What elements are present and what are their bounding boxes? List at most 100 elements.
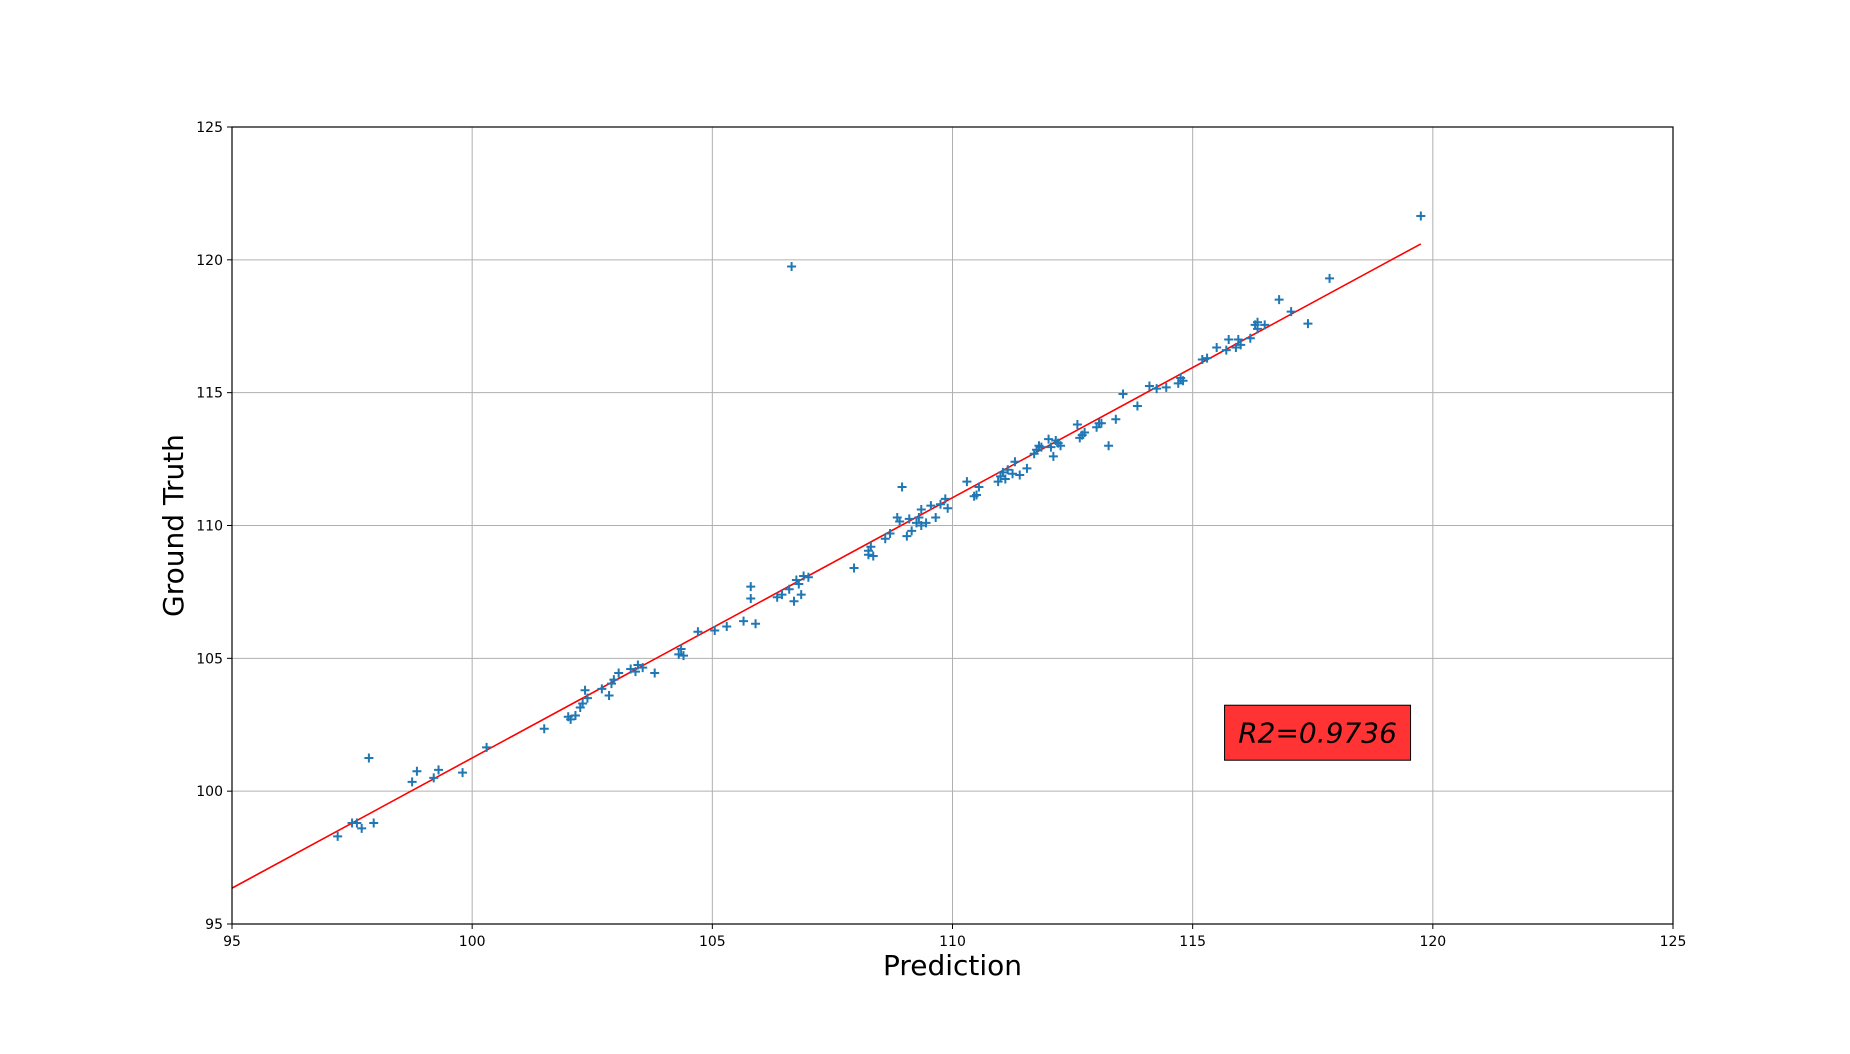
data-point bbox=[369, 818, 379, 828]
data-point bbox=[1118, 389, 1128, 399]
data-point bbox=[885, 528, 895, 538]
data-point bbox=[849, 563, 859, 573]
data-point bbox=[784, 584, 794, 594]
data-point bbox=[1303, 319, 1313, 329]
data-point bbox=[1015, 470, 1025, 480]
r2-annotation-text: R2=0.9736 bbox=[1238, 717, 1397, 750]
data-point bbox=[751, 619, 761, 629]
y-tick-label: 95 bbox=[205, 917, 223, 933]
y-tick-label: 125 bbox=[196, 120, 223, 136]
data-point bbox=[357, 823, 367, 833]
data-point bbox=[943, 503, 953, 513]
data-point bbox=[650, 668, 660, 678]
data-point bbox=[794, 579, 804, 589]
data-point bbox=[1046, 442, 1056, 452]
data-point bbox=[1022, 463, 1032, 473]
data-point bbox=[1260, 320, 1270, 330]
data-point bbox=[1072, 420, 1082, 430]
data-point bbox=[1111, 414, 1121, 424]
data-point bbox=[626, 664, 636, 674]
data-point bbox=[1325, 273, 1335, 283]
points-layer bbox=[333, 211, 1426, 841]
x-tick-label: 95 bbox=[223, 934, 241, 950]
data-point bbox=[921, 518, 931, 528]
data-point bbox=[962, 477, 972, 487]
data-point bbox=[789, 596, 799, 606]
data-point bbox=[1036, 442, 1046, 452]
data-point bbox=[746, 582, 756, 592]
data-point bbox=[1202, 353, 1212, 363]
data-point bbox=[916, 505, 926, 515]
data-point bbox=[604, 691, 614, 701]
x-axis-title: Prediction bbox=[883, 949, 1022, 982]
data-point bbox=[787, 261, 797, 271]
data-point bbox=[1197, 354, 1207, 364]
data-point bbox=[352, 818, 362, 828]
data-point bbox=[897, 482, 907, 492]
data-point bbox=[868, 551, 878, 561]
y-tick-label: 105 bbox=[196, 651, 223, 667]
data-point bbox=[1096, 418, 1106, 428]
data-point bbox=[1253, 317, 1263, 327]
data-point bbox=[578, 698, 588, 708]
data-point bbox=[1008, 469, 1018, 479]
data-point bbox=[777, 590, 787, 600]
grid-layer bbox=[231, 126, 1674, 925]
data-point bbox=[972, 490, 982, 500]
data-point bbox=[895, 517, 905, 527]
data-point bbox=[1212, 343, 1222, 353]
data-point bbox=[1286, 307, 1296, 317]
data-point bbox=[1233, 335, 1243, 345]
data-point bbox=[998, 467, 1008, 477]
fit-line-layer bbox=[231, 243, 1422, 889]
data-point bbox=[1080, 428, 1090, 438]
data-point bbox=[412, 766, 422, 776]
data-point bbox=[674, 649, 684, 659]
data-point bbox=[679, 651, 689, 661]
data-point bbox=[880, 534, 890, 544]
data-point bbox=[902, 531, 912, 541]
data-point bbox=[1245, 333, 1255, 343]
data-point bbox=[1161, 382, 1171, 392]
data-point bbox=[1044, 434, 1054, 444]
data-point bbox=[458, 768, 468, 778]
data-point bbox=[974, 482, 984, 492]
data-point bbox=[1048, 451, 1058, 461]
r2-annotation-box bbox=[1224, 704, 1412, 761]
data-point bbox=[993, 477, 1003, 487]
data-point bbox=[866, 542, 876, 552]
y-tick-label: 115 bbox=[196, 386, 223, 402]
data-point bbox=[1416, 211, 1426, 221]
data-point bbox=[1056, 441, 1066, 451]
data-point bbox=[407, 777, 417, 787]
data-point bbox=[614, 668, 624, 678]
data-point bbox=[710, 625, 720, 635]
data-point bbox=[803, 572, 813, 582]
data-point bbox=[1152, 384, 1162, 394]
data-point bbox=[597, 684, 607, 694]
data-point bbox=[772, 592, 782, 602]
data-point bbox=[1221, 345, 1231, 355]
data-point bbox=[676, 644, 686, 654]
data-point bbox=[333, 831, 343, 841]
data-point bbox=[609, 675, 619, 685]
data-point bbox=[364, 753, 374, 763]
data-point bbox=[580, 685, 590, 695]
data-point bbox=[1144, 381, 1154, 391]
data-point bbox=[539, 724, 549, 734]
y-tick-label: 120 bbox=[196, 253, 223, 269]
data-point bbox=[429, 773, 439, 783]
data-point bbox=[693, 627, 703, 637]
data-point bbox=[1173, 378, 1183, 388]
data-point bbox=[1224, 335, 1234, 345]
data-point bbox=[582, 693, 592, 703]
data-point bbox=[1132, 401, 1142, 411]
data-point bbox=[482, 742, 492, 752]
data-point bbox=[633, 660, 643, 670]
ticks-layer: 95 100 105 110 115 120 125 95 100 105 110 115 120 125 bbox=[196, 120, 1686, 950]
data-point bbox=[940, 494, 950, 504]
data-point bbox=[1231, 343, 1241, 353]
data-point bbox=[566, 714, 576, 724]
